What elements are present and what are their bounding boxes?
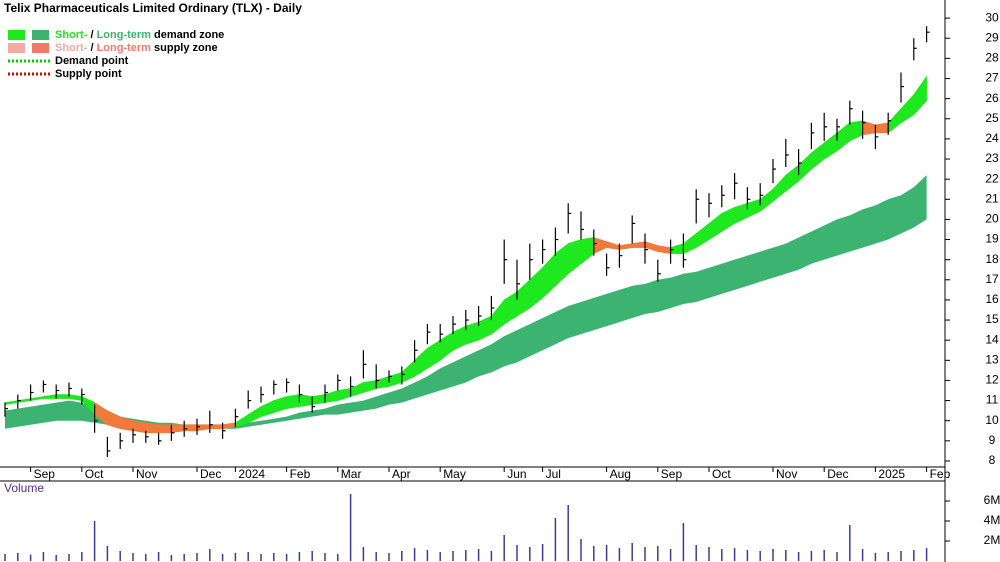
y-tick-label: 17 <box>985 272 999 286</box>
volume-tick-label: 6M <box>984 493 1000 507</box>
x-tick-label: Aug <box>610 467 631 481</box>
legend-label: Supply point <box>55 68 122 80</box>
y-tick-label: 8 <box>989 453 996 467</box>
short-term-supply-zone <box>875 122 889 134</box>
x-tick-label: Feb <box>290 467 311 481</box>
y-tick-label: 28 <box>985 51 999 65</box>
short-term-supply-zone <box>209 424 223 430</box>
x-tick-label: 2025 <box>878 467 905 481</box>
legend-text: Long-term <box>97 42 152 54</box>
short-term-supply-zone <box>183 424 198 432</box>
x-tick-label: Apr <box>392 467 411 481</box>
x-tick-label: Nov <box>776 467 797 481</box>
legend-text: / <box>87 42 96 54</box>
y-tick-label: 24 <box>985 131 999 145</box>
x-tick-label: Oct <box>85 467 104 481</box>
legend-label: Demand point <box>55 55 129 67</box>
y-tick-label: 16 <box>985 292 999 306</box>
y-tick-label: 14 <box>985 332 999 346</box>
x-tick-label: Dec <box>200 467 221 481</box>
legend-swatch <box>8 43 25 53</box>
volume-tick-label: 2M <box>984 533 1000 547</box>
y-tick-label: 19 <box>985 232 999 246</box>
y-tick-label: 25 <box>985 111 999 125</box>
axes: 8 9 10 11 12 13 14 15 16 17 18 19 20 21 22 23 24 25 26 27 28… <box>30 10 1000 547</box>
chart-title: Telix Pharmaceuticals Limited Ordinary (… <box>4 1 302 15</box>
y-tick-label: 11 <box>986 393 999 407</box>
short-term-demand-zone <box>913 75 927 116</box>
y-tick-label: 20 <box>985 212 999 226</box>
price-bars <box>4 26 930 561</box>
y-tick-label: 12 <box>985 373 999 387</box>
x-tick-label: 2024 <box>238 467 265 481</box>
legend-label: Short- / Long-term demand zone <box>55 29 224 41</box>
legend-text: Short- <box>55 29 88 41</box>
x-tick-label: Mar <box>341 467 362 481</box>
y-tick-label: 29 <box>985 30 999 44</box>
y-tick-label: 15 <box>985 312 999 326</box>
short-term-demand-zone <box>299 394 313 407</box>
short-term-supply-zone <box>132 420 147 434</box>
x-tick-label: Dec <box>827 467 848 481</box>
short-term-supply-zone <box>158 424 172 434</box>
x-tick-label: Jul <box>546 467 561 481</box>
x-tick-label: Feb <box>930 467 951 481</box>
y-tick-label: 27 <box>985 71 999 85</box>
volume-tick-label: 4M <box>984 513 1000 527</box>
long-term-zone <box>5 175 927 429</box>
legend-swatch <box>8 30 25 40</box>
legend-text: demand zone <box>151 29 224 41</box>
y-tick-label: 9 <box>989 433 996 447</box>
x-tick-label: Nov <box>136 467 157 481</box>
legend-text: / <box>87 29 96 41</box>
short-term-supply-zone <box>145 422 159 434</box>
y-tick-label: 10 <box>985 413 999 427</box>
y-tick-label: 21 <box>985 191 999 205</box>
y-tick-label: 30 <box>985 10 999 24</box>
y-tick-label: 22 <box>985 171 999 185</box>
y-tick-label: 23 <box>985 151 999 165</box>
legend-swatch <box>32 30 49 40</box>
volume-label: Volume <box>4 481 44 495</box>
x-tick-label: Jun <box>507 467 526 481</box>
legend-swatch <box>32 43 49 53</box>
legend-label: Short- / Long-term supply zone <box>55 42 218 54</box>
zones <box>4 75 927 434</box>
short-term-demand-zone <box>311 394 326 405</box>
y-tick-label: 26 <box>985 91 999 105</box>
legend-text: Short- <box>55 42 88 54</box>
y-tick-label: 13 <box>985 352 999 366</box>
legend-text: Long-term <box>97 29 152 41</box>
short-term-demand-zone <box>286 394 300 409</box>
x-tick-label: Sep <box>34 467 56 481</box>
x-tick-label: Oct <box>712 467 731 481</box>
legend-text: supply zone <box>151 42 218 54</box>
y-tick-label: 18 <box>985 252 999 266</box>
short-term-demand-zone <box>465 321 479 345</box>
short-term-demand-zone <box>55 394 70 399</box>
x-tick-label: Sep <box>661 467 683 481</box>
x-tick-label: May <box>443 467 466 481</box>
